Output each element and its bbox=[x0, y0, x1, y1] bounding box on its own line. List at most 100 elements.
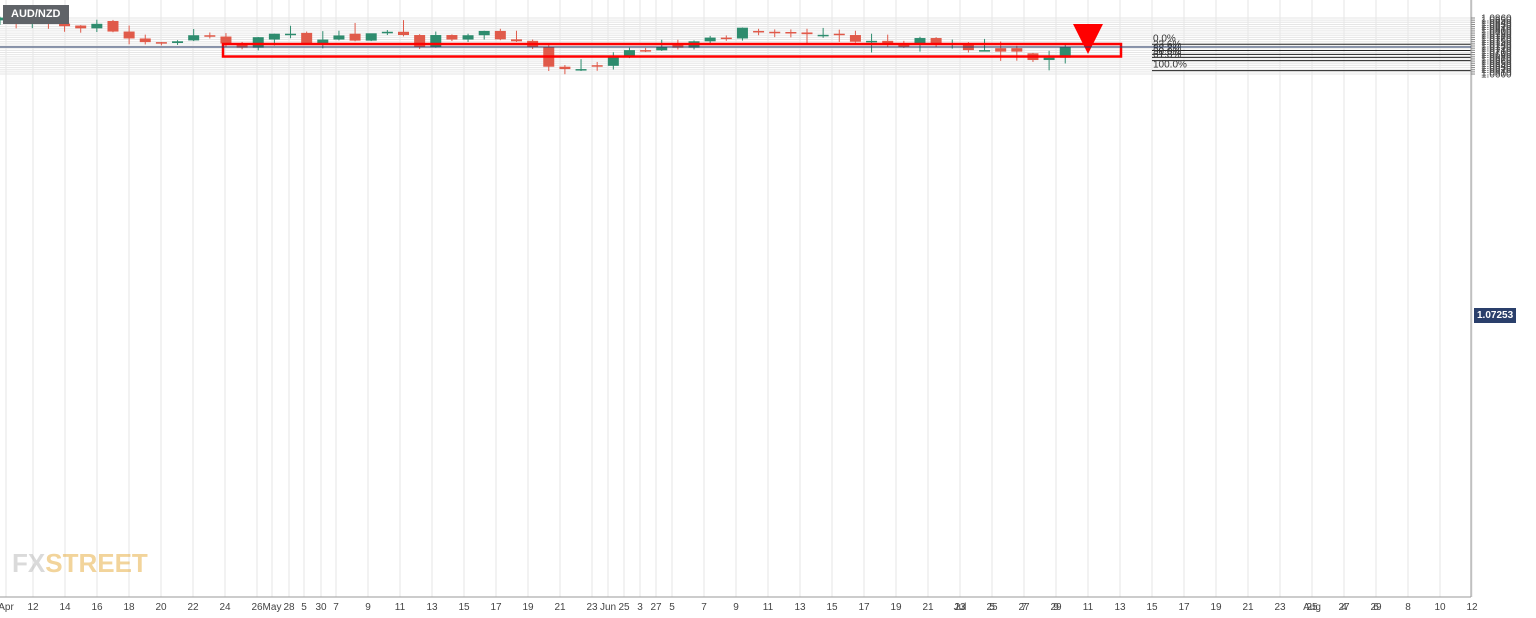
candle-body bbox=[75, 25, 87, 29]
candle-body bbox=[478, 30, 490, 36]
x-tick-label: 30 bbox=[315, 602, 327, 613]
x-tick-label: 5 bbox=[669, 602, 675, 613]
y-tick-label: 1.0740 bbox=[1481, 39, 1512, 50]
candle-body bbox=[220, 36, 232, 44]
candle-body bbox=[866, 40, 878, 43]
candle-body bbox=[591, 65, 603, 67]
candle-body bbox=[381, 31, 393, 34]
candle-body bbox=[833, 33, 845, 36]
x-tick-label: 9 bbox=[365, 602, 371, 613]
candle-body bbox=[494, 30, 506, 40]
candle-body bbox=[398, 31, 409, 36]
fib-label: 23.6% bbox=[1153, 40, 1181, 51]
arrow-head bbox=[1073, 23, 1103, 54]
fibonacci-levels: 0.0%23.6%38.2%50.0%61.8%100.0% bbox=[1152, 33, 1471, 72]
candle-body bbox=[0, 17, 6, 21]
x-tick-label: 11 bbox=[395, 602, 406, 613]
x-tick-label: May bbox=[263, 602, 282, 613]
y-tick-label: 1.0810 bbox=[1481, 24, 1512, 35]
candle-body bbox=[753, 30, 765, 33]
candle-body bbox=[704, 37, 716, 42]
y-tick-label: 1.0770 bbox=[1481, 33, 1512, 44]
x-tick-label: 23 bbox=[954, 602, 966, 613]
x-tick-label: 10 bbox=[1434, 602, 1446, 613]
vertical-gridlines bbox=[5, 0, 1473, 597]
candle-body bbox=[801, 32, 813, 35]
resistance-zone bbox=[221, 42, 1123, 58]
x-tick-label: 16 bbox=[91, 602, 103, 613]
fib-label: 61.8% bbox=[1153, 50, 1181, 61]
candle-body bbox=[623, 50, 635, 56]
y-tick-label: 1.0790 bbox=[1481, 29, 1512, 40]
x-tick-label: 17 bbox=[490, 602, 502, 613]
symbol-label: AUD/NZD bbox=[3, 5, 69, 24]
candle-body bbox=[672, 43, 684, 48]
x-tick-label: 13 bbox=[1114, 602, 1126, 613]
x-tick-label: 12 bbox=[1466, 602, 1478, 613]
candle-body bbox=[172, 41, 184, 43]
x-tick-label: 11 bbox=[1083, 602, 1094, 613]
candle-body bbox=[656, 46, 668, 51]
y-tick-label: 1.0610 bbox=[1481, 67, 1512, 78]
x-tick-label: 29 bbox=[1370, 602, 1382, 613]
candle-body bbox=[817, 34, 829, 37]
x-tick-label: 15 bbox=[458, 602, 470, 613]
x-tick-label: 7 bbox=[1021, 602, 1027, 613]
x-tick-label: 15 bbox=[1146, 602, 1158, 613]
candle-body bbox=[188, 35, 200, 41]
candle-body bbox=[365, 33, 377, 41]
candle-body bbox=[1043, 57, 1055, 61]
y-tick-label: 1.0670 bbox=[1481, 54, 1512, 65]
fib-label: 0.0% bbox=[1153, 33, 1176, 44]
fxstreet-logo: FXSTREET bbox=[12, 548, 148, 578]
x-tick-label: 14 bbox=[59, 602, 71, 613]
candle-body bbox=[333, 35, 345, 40]
candle-body bbox=[849, 35, 861, 42]
candle-body bbox=[317, 39, 329, 44]
x-tick-label: 25 bbox=[986, 602, 998, 613]
x-tick-label: 26 bbox=[251, 602, 263, 613]
x-tick-label: 5 bbox=[301, 602, 307, 613]
x-tick-label: 7 bbox=[333, 602, 339, 613]
candle-body bbox=[91, 23, 103, 29]
x-tick-label: 9 bbox=[1053, 602, 1059, 613]
candle-body bbox=[559, 66, 571, 70]
y-tick-label: 1.0650 bbox=[1481, 59, 1512, 70]
current-price-tag: 1.07253 bbox=[1474, 308, 1517, 323]
candle-body bbox=[236, 43, 248, 48]
candle-body bbox=[430, 35, 442, 48]
x-tick-label: 29 bbox=[1050, 602, 1062, 613]
x-tick-label: 19 bbox=[522, 602, 534, 613]
axes bbox=[0, 0, 1472, 598]
x-tick-label: 15 bbox=[826, 602, 838, 613]
x-tick-label: 12 bbox=[27, 602, 39, 613]
x-tick-label: 23 bbox=[586, 602, 598, 613]
candle-body bbox=[139, 38, 151, 43]
y-tick-label: 1.0630 bbox=[1481, 63, 1512, 74]
y-tick-label: 1.0780 bbox=[1481, 31, 1512, 42]
x-tick-label: Jul bbox=[954, 602, 967, 613]
candle-body bbox=[930, 38, 942, 44]
x-tick-label: 13 bbox=[794, 602, 806, 613]
x-tick-label: 25 bbox=[618, 602, 630, 613]
x-tick-label: 23 bbox=[1274, 602, 1286, 613]
candle-body bbox=[575, 69, 587, 71]
x-tick-label: 28 bbox=[283, 602, 295, 613]
x-tick-label: 17 bbox=[858, 602, 870, 613]
fib-label: 50.0% bbox=[1153, 46, 1181, 57]
x-tick-label: 18 bbox=[123, 602, 135, 613]
x-tick-label: 21 bbox=[922, 602, 934, 613]
candle-body bbox=[301, 32, 313, 44]
candle-body bbox=[446, 35, 458, 40]
x-tick-label: 5 bbox=[989, 602, 995, 613]
candle-body bbox=[736, 27, 748, 39]
x-tick-label: 7 bbox=[701, 602, 707, 613]
x-tick-label: 3 bbox=[637, 602, 643, 613]
x-tick-label: 21 bbox=[1242, 602, 1254, 613]
candle-body bbox=[1011, 48, 1023, 52]
x-tick-label: 27 bbox=[1338, 602, 1350, 613]
y-tick-label: 1.0830 bbox=[1481, 20, 1512, 31]
candle-body bbox=[204, 35, 216, 37]
candle-body bbox=[510, 39, 522, 42]
candle-body bbox=[155, 42, 167, 44]
